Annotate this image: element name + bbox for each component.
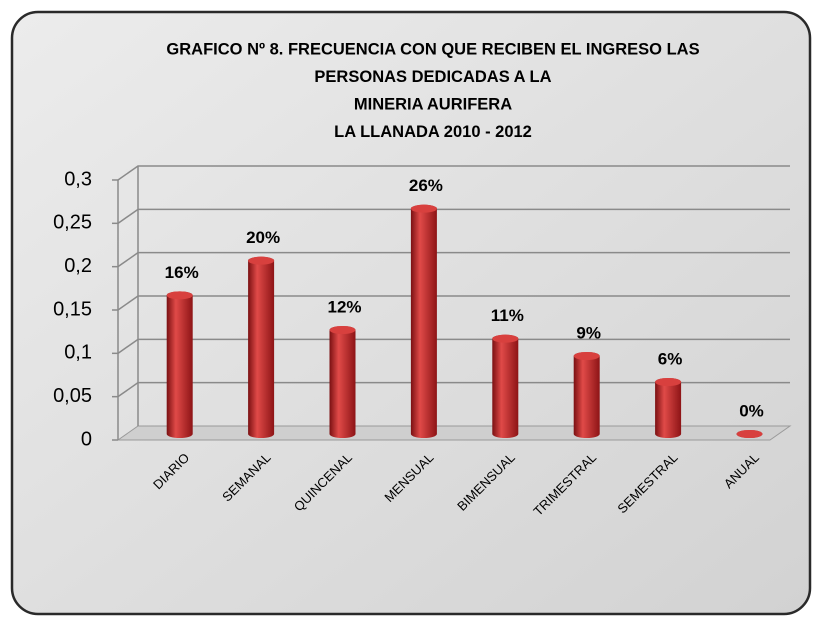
bar-top — [410, 204, 437, 213]
bar-top — [492, 334, 519, 343]
chart-title: MINERIA AURIFERA — [354, 95, 512, 113]
bar — [166, 291, 193, 438]
y-tick-label: 0,3 — [64, 168, 92, 190]
bar — [329, 326, 356, 438]
value-label: 12% — [327, 297, 361, 316]
value-label: 0% — [739, 401, 764, 420]
y-tick-label: 0,15 — [53, 298, 92, 320]
value-label: 6% — [658, 349, 683, 368]
floor — [116, 425, 792, 441]
bar — [573, 352, 600, 438]
bar-top — [736, 430, 763, 438]
chart-title: LA LLANADA 2010 - 2012 — [334, 123, 532, 141]
value-label: 9% — [576, 323, 601, 342]
y-tick-label: 0,05 — [53, 385, 92, 407]
bar — [410, 204, 437, 438]
y-tick-label: 0,2 — [64, 255, 92, 277]
bar-top — [166, 291, 193, 300]
y-tick-label: 0 — [81, 428, 92, 450]
y-tick-label: 0,1 — [64, 342, 92, 364]
y-tick-label: 0,25 — [53, 212, 92, 234]
bar-top — [655, 378, 682, 386]
bar-top — [573, 352, 600, 360]
chart-title: GRAFICO Nº 8. FRECUENCIA CON QUE RECIBEN… — [166, 40, 699, 58]
value-label: 16% — [165, 263, 199, 282]
bar — [655, 378, 682, 438]
value-label: 11% — [491, 306, 524, 325]
chart-title: PERSONAS DEDICADAS A LA — [314, 68, 551, 86]
value-label: 26% — [409, 176, 443, 195]
bar-top — [248, 256, 275, 265]
bar-top — [329, 326, 356, 334]
bar — [248, 256, 275, 438]
value-label: 20% — [246, 228, 280, 247]
bar — [492, 334, 519, 438]
